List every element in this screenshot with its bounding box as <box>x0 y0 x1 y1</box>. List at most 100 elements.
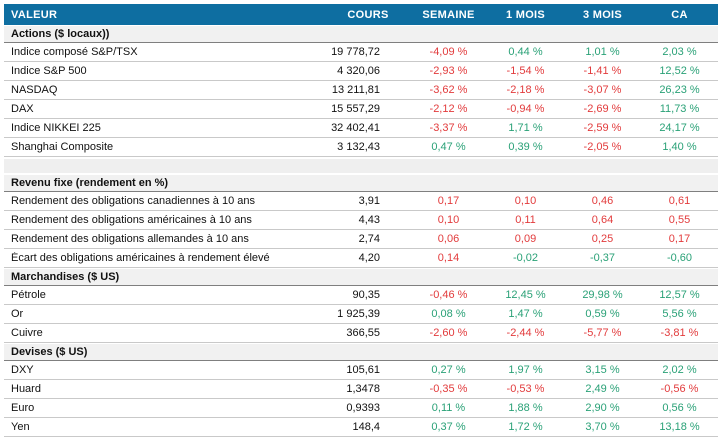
change-value: 12,57 % <box>659 289 700 301</box>
row-label: NASDAQ <box>11 84 58 96</box>
change-value: 3,15 % <box>585 364 620 376</box>
change-value: 2,03 % <box>662 46 697 58</box>
row-label: Cuivre <box>11 327 43 339</box>
change-value: 24,17 % <box>659 122 700 134</box>
change-value: 0,59 % <box>585 308 620 320</box>
table-row: Rendement des obligations canadiennes à … <box>4 192 718 211</box>
change-value: 0,56 % <box>662 402 697 414</box>
col-header-valeur: VALEUR <box>11 8 58 21</box>
change-value: 0,55 <box>668 214 691 226</box>
section-title: Marchandises ($ US) <box>11 271 120 283</box>
change-value: -2,05 % <box>583 141 622 153</box>
row-label: Shanghai Composite <box>11 141 114 153</box>
table-row: DXY 105,61 0,27 % 1,97 % 3,15 % 2,02 % <box>4 361 718 380</box>
table-row: NASDAQ 13 211,81 -3,62 % -2,18 % -3,07 % 26,2… <box>4 81 718 100</box>
cours-value: 3 132,43 <box>337 141 380 153</box>
cours-value: 1,3478 <box>346 383 380 395</box>
change-value: -0,53 % <box>506 383 545 395</box>
change-value: -2,59 % <box>583 122 622 134</box>
change-value: 0,10 <box>514 195 537 207</box>
cours-value: 4,20 <box>358 252 380 264</box>
cours-value: 32 402,41 <box>331 122 380 134</box>
change-value: 1,40 % <box>662 141 697 153</box>
cours-value: 0,9393 <box>346 402 380 414</box>
row-label: Yen <box>11 421 30 433</box>
row-label: Euro <box>11 402 35 414</box>
change-value: -2,12 % <box>429 103 468 115</box>
cours-value: 4,43 <box>358 214 380 226</box>
table-row: Huard 1,3478 -0,35 % -0,53 % 2,49 % -0,56 % <box>4 380 718 399</box>
change-value: 1,97 % <box>508 364 543 376</box>
change-value: 3,70 % <box>585 421 620 433</box>
change-value: 1,72 % <box>508 421 543 433</box>
change-value: 29,98 % <box>582 289 623 301</box>
change-value: 0,11 <box>515 214 536 226</box>
change-value: 12,45 % <box>505 289 546 301</box>
change-value: 0,64 <box>591 214 614 226</box>
col-header-cours: COURS <box>347 8 389 21</box>
row-label: Indice NIKKEI 225 <box>11 122 101 134</box>
section-header-row: Actions ($ locaux)) <box>4 26 718 43</box>
change-value: -0,37 <box>589 252 616 264</box>
cours-value: 366,55 <box>346 327 380 339</box>
change-value: 1,88 % <box>508 402 543 414</box>
cours-value: 13 211,81 <box>331 84 380 96</box>
col-header-ca: CA <box>671 8 688 21</box>
table-row: Rendement des obligations américaines à … <box>4 211 718 230</box>
table-row: Écart des obligations américaines à rend… <box>4 249 718 268</box>
change-value: -2,60 % <box>429 327 468 339</box>
table-row: Indice NIKKEI 225 32 402,41 -3,37 % 1,71 % -… <box>4 119 718 138</box>
section-header-row: Revenu fixe (rendement en %) <box>4 175 718 192</box>
change-value: -3,62 % <box>429 84 468 96</box>
change-value: -4,09 % <box>429 46 468 58</box>
change-value: -0,60 <box>666 252 693 264</box>
change-value: 26,23 % <box>659 84 700 96</box>
col-header-semaine: SEMAINE <box>422 8 475 21</box>
table-row: Indice S&P 500 4 320,06 -2,93 % -1,54 % -1,4… <box>4 62 718 81</box>
change-value: 12,52 % <box>659 65 700 77</box>
change-value: 0,61 <box>668 195 691 207</box>
change-value: 1,47 % <box>508 308 543 320</box>
change-value: 13,18 % <box>659 421 700 433</box>
change-value: -1,54 % <box>506 65 545 77</box>
col-header-3mois: 3 MOIS <box>582 8 623 21</box>
change-value: 0,17 <box>437 195 460 207</box>
change-value: 0,10 <box>437 214 460 226</box>
row-label: Huard <box>11 383 41 395</box>
change-value: 11,73 % <box>659 103 700 115</box>
table-row: Indice composé S&P/TSX 19 778,72 -4,09 % 0,… <box>4 43 718 62</box>
table-row: Or 1 925,39 0,08 % 1,47 % 0,59 % 5,56 % <box>4 305 718 324</box>
col-header-1mois: 1 MOIS <box>505 8 546 21</box>
table-row: Rendement des obligations allemandes à 1… <box>4 230 718 249</box>
change-value: 0,39 % <box>508 141 543 153</box>
row-label: Indice composé S&P/TSX <box>11 46 138 58</box>
change-value: 2,49 % <box>585 383 620 395</box>
change-value: 0,14 <box>437 252 460 264</box>
cours-value: 3,91 <box>358 195 380 207</box>
change-value: 0,11 % <box>431 402 466 414</box>
change-value: -0,02 <box>512 252 539 264</box>
change-value: 2,90 % <box>585 402 620 414</box>
change-value: 1,71 % <box>508 122 543 134</box>
row-label: DXY <box>11 364 34 376</box>
row-label: Or <box>11 308 24 320</box>
cours-value: 148,4 <box>352 421 380 433</box>
market-summary-table: VALEUR COURS SEMAINE 1 MOIS 3 MOIS CA Ac… <box>4 4 718 437</box>
change-value: 5,56 % <box>662 308 697 320</box>
section-header-row: Devises ($ US) <box>4 344 718 361</box>
change-value: -0,94 % <box>506 103 545 115</box>
row-label: DAX <box>11 103 34 115</box>
table-body: Actions ($ locaux)) Indice composé S&P/TS… <box>4 26 718 437</box>
cours-value: 2,74 <box>358 233 380 245</box>
section-title: Actions ($ locaux)) <box>11 28 110 40</box>
change-value: -2,69 % <box>583 103 622 115</box>
row-label: Rendement des obligations américaines à … <box>11 214 252 226</box>
change-value: 0,44 % <box>508 46 543 58</box>
change-value: 0,25 <box>591 233 614 245</box>
table-row: Yen 148,4 0,37 % 1,72 % 3,70 % 13,18 % <box>4 418 718 437</box>
section-title: Revenu fixe (rendement en %) <box>11 177 169 189</box>
cours-value: 4 320,06 <box>337 65 380 77</box>
change-value: 0,46 <box>591 195 614 207</box>
change-value: -5,77 % <box>583 327 622 339</box>
row-label: Rendement des obligations allemandes à 1… <box>11 233 249 245</box>
